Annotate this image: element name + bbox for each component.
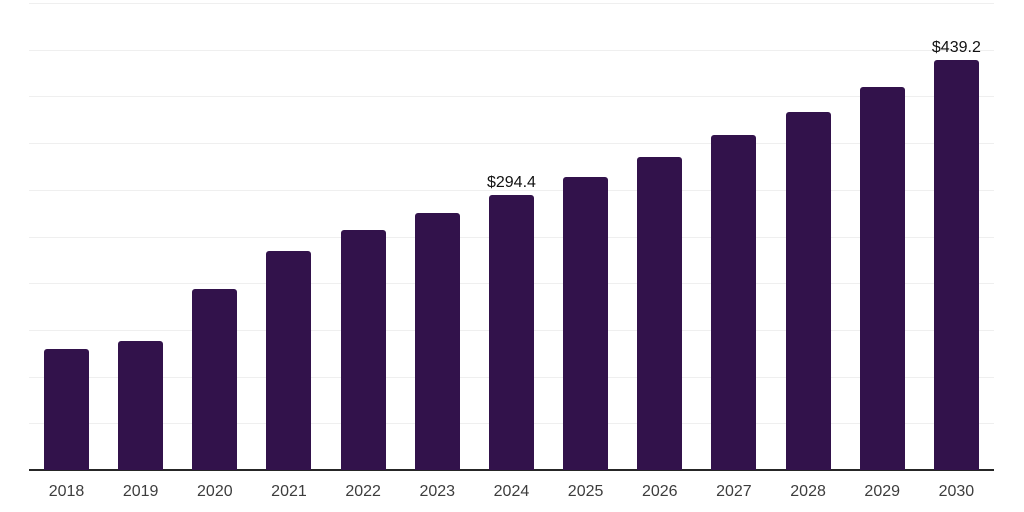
bar-2023 <box>414 213 460 470</box>
bar-2025 <box>563 176 609 470</box>
gridline <box>29 49 994 51</box>
bar-2026 <box>637 156 683 470</box>
bar-2022 <box>340 229 386 470</box>
x-tick-label-2019: 2019 <box>122 483 159 500</box>
gridline <box>29 189 994 191</box>
x-tick-label-2025: 2025 <box>567 483 604 500</box>
gridline <box>29 143 994 145</box>
x-tick-label-2022: 2022 <box>345 483 381 500</box>
bars-container: $294.4 $439.2 <box>29 3 994 470</box>
x-tick-label-2027: 2027 <box>716 483 752 500</box>
x-tick-label-2028: 2028 <box>790 483 826 500</box>
bar-2028 <box>785 112 831 470</box>
bar-2024: $294.4 <box>487 175 536 470</box>
gridline <box>29 96 994 98</box>
bar-2029 <box>859 87 905 470</box>
x-axis-line <box>29 469 994 471</box>
bar-2027 <box>711 135 757 470</box>
x-tick-label-2024: 2024 <box>493 483 530 500</box>
x-tick-label-2021: 2021 <box>271 483 307 500</box>
x-tick-label-2026: 2026 <box>641 483 678 500</box>
bar-value-label-2030: $439.2 <box>931 38 981 56</box>
x-tick-label-2023: 2023 <box>419 483 456 500</box>
bar-value-label-2024: $294.4 <box>486 174 536 192</box>
bar-2030: $439.2 <box>932 39 981 470</box>
x-tick-label-2018: 2018 <box>48 483 85 500</box>
x-tick-label-2020: 2020 <box>197 483 233 500</box>
bar-2018 <box>44 349 89 470</box>
bar-2019 <box>118 340 164 470</box>
bar-2020 <box>192 289 238 470</box>
gridline <box>29 3 994 4</box>
bar-2021 <box>266 251 312 470</box>
x-tick-label-2030: 2030 <box>938 483 975 500</box>
x-tick-label-2029: 2029 <box>864 483 901 500</box>
x-axis-tick-labels: 2018 2019 2020 2021 2022 2023 2024 2025 2026 2027… <box>29 482 994 503</box>
